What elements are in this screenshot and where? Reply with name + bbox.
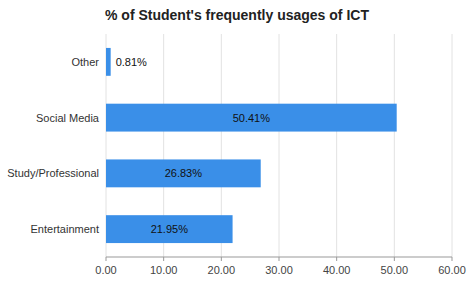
tick-label: 20.00 [208,264,236,276]
tick-mark [394,257,395,261]
data-label: 0.81% [116,56,147,68]
title: % of Student's frequently usages of ICT [105,7,369,23]
tick-label: 30.00 [265,264,293,276]
bar [106,104,397,132]
tick-mark [336,257,337,261]
data-label: 26.83% [165,167,203,179]
category-label: Other [71,56,99,68]
chart-svg: % of Student's frequently usages of ICT 0… [0,0,474,289]
axis-line [106,257,452,258]
tick-mark [279,257,280,261]
grid-line [394,34,395,257]
data-labels: 21.95% 26.83% 50.41% 0.81% [116,56,271,235]
grid-line [279,34,280,257]
grid-line [336,34,337,257]
tick-label: 0.00 [95,264,116,276]
data-label: 50.41% [233,112,271,124]
category-label: Study/Professional [7,167,99,179]
tick-label: 10.00 [150,264,178,276]
tick-mark [452,257,453,261]
tick-mark [221,257,222,261]
bar [106,48,111,76]
chart-container: % of Student's frequently usages of ICT 0… [0,0,474,289]
tick-label: 40.00 [323,264,351,276]
tick-mark [163,257,164,261]
category-label: Social Media [36,112,100,124]
tick-label: 50.00 [381,264,409,276]
bars [106,48,397,243]
tick-mark [106,257,107,261]
bar [106,215,233,243]
category-label: Entertainment [31,223,99,235]
data-label: 21.95% [151,223,189,235]
category-axis: Entertainment Study/Professional Social Me… [7,56,100,235]
value-axis: 0.00 10.00 20.00 30.00 40.00 50.00 60.00 [95,257,465,276]
grid [106,34,452,257]
bar [106,159,261,187]
tick-label: 60.00 [438,264,466,276]
grid-line [452,34,453,257]
